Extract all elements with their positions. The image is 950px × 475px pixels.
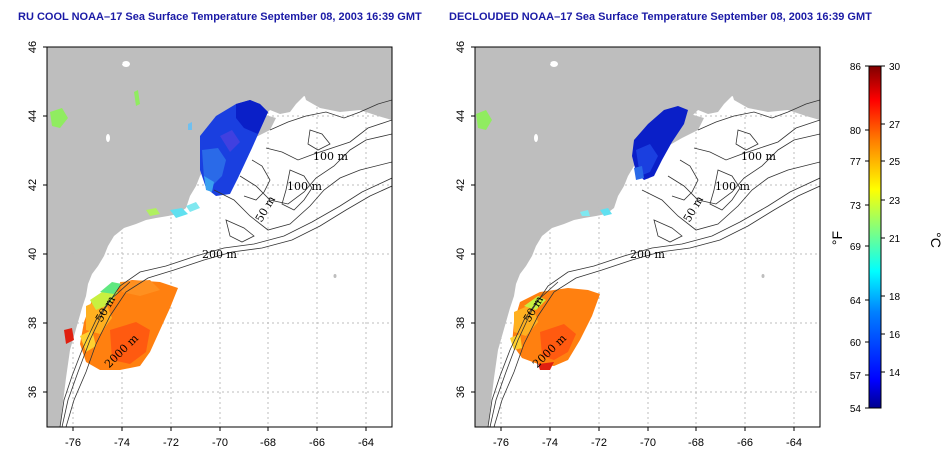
x-tick-label: -72 xyxy=(591,437,607,449)
celsius-tick-label: 14 xyxy=(889,368,901,379)
x-tick-label: -64 xyxy=(358,437,374,449)
y-tick-label: 40 xyxy=(455,248,467,260)
y-tick-label: 44 xyxy=(27,110,39,122)
fahrenheit-tick-label: 69 xyxy=(850,242,862,253)
y-axis-labels: 36 38 40 42 44 46 xyxy=(27,41,39,398)
sst-swath-south xyxy=(64,280,178,370)
right-map-panel: 100 m 100 m 50 m 200 m 50 m 2000 m -76 -… xyxy=(455,41,821,449)
contour-label: 100 m xyxy=(715,180,750,193)
celsius-tick-label: 23 xyxy=(889,196,901,207)
x-tick-label: -76 xyxy=(493,437,509,449)
grid-lines xyxy=(47,47,392,427)
fahrenheit-tick-label: 54 xyxy=(850,404,862,415)
x-tick-label: -72 xyxy=(163,437,179,449)
y-tick-label: 40 xyxy=(27,248,39,260)
y-tick-label: 42 xyxy=(27,179,39,191)
contour-label: 100 m xyxy=(287,180,322,193)
x-tick-label: -70 xyxy=(640,437,656,449)
colorbar: 86 80 77 73 69 64 60 57 54 30 27 25 23 2… xyxy=(829,62,944,415)
fahrenheit-tick-label: 77 xyxy=(850,157,862,168)
x-tick-label: -74 xyxy=(114,437,130,449)
right-map-title: DECLOUDED NOAA–17 Sea Surface Temperatur… xyxy=(449,11,872,23)
x-axis-labels: -76 -74 -72 -70 -68 -66 -64 xyxy=(493,437,802,449)
celsius-tick-label: 25 xyxy=(889,157,901,168)
y-tick-label: 44 xyxy=(455,110,467,122)
y-tick-label: 36 xyxy=(455,386,467,398)
contour-label: 200 m xyxy=(202,248,237,261)
fahrenheit-tick-label: 60 xyxy=(850,338,862,349)
y-tick-label: 42 xyxy=(455,179,467,191)
celsius-unit-label: °C xyxy=(928,232,944,248)
axis-ticks xyxy=(43,46,367,431)
colorbar-gradient xyxy=(868,65,882,409)
fahrenheit-tick-label: 73 xyxy=(850,201,862,212)
sst-swath-north xyxy=(632,106,688,180)
celsius-tick-label: 16 xyxy=(889,330,901,341)
x-tick-label: -66 xyxy=(737,437,753,449)
x-tick-label: -76 xyxy=(65,437,81,449)
x-axis-labels: -76 -74 -72 -70 -68 -66 -64 xyxy=(65,437,374,449)
x-tick-label: -64 xyxy=(786,437,802,449)
x-tick-label: -68 xyxy=(260,437,276,449)
sst-swath-north xyxy=(200,100,268,196)
x-tick-label: -70 xyxy=(212,437,228,449)
fahrenheit-tick-label: 57 xyxy=(850,371,862,382)
y-tick-label: 46 xyxy=(455,41,467,53)
x-tick-label: -68 xyxy=(688,437,704,449)
celsius-tick-label: 18 xyxy=(889,292,901,303)
x-tick-label: -74 xyxy=(542,437,558,449)
left-map-title: RU COOL NOAA–17 Sea Surface Temperature … xyxy=(18,11,422,23)
fahrenheit-tick-label: 64 xyxy=(850,296,862,307)
y-tick-label: 38 xyxy=(27,317,39,329)
fahrenheit-tick-label: 80 xyxy=(850,126,862,137)
land-mass xyxy=(47,47,392,427)
x-tick-label: -66 xyxy=(309,437,325,449)
fahrenheit-unit-label: °F xyxy=(829,231,845,245)
y-tick-label: 46 xyxy=(27,41,39,53)
y-axis-labels: 36 38 40 42 44 46 xyxy=(455,41,467,398)
y-tick-label: 38 xyxy=(455,317,467,329)
fahrenheit-tick-label: 86 xyxy=(850,62,862,73)
celsius-tick-label: 27 xyxy=(889,120,901,131)
bathymetry-contours xyxy=(59,99,392,427)
contour-label: 100 m xyxy=(313,150,348,163)
contour-label: 100 m xyxy=(741,150,776,163)
bathymetry-contours xyxy=(487,99,820,427)
land-mass xyxy=(475,47,820,427)
contour-label: 200 m xyxy=(630,248,665,261)
axis-ticks xyxy=(471,46,795,431)
grid-lines xyxy=(475,47,820,427)
left-map-panel: 100 m 100 m 50 m 200 m 50 m 2000 m -76 -… xyxy=(27,41,393,449)
celsius-tick-label: 21 xyxy=(889,234,901,245)
y-tick-label: 36 xyxy=(27,386,39,398)
celsius-tick-label: 30 xyxy=(889,62,901,73)
